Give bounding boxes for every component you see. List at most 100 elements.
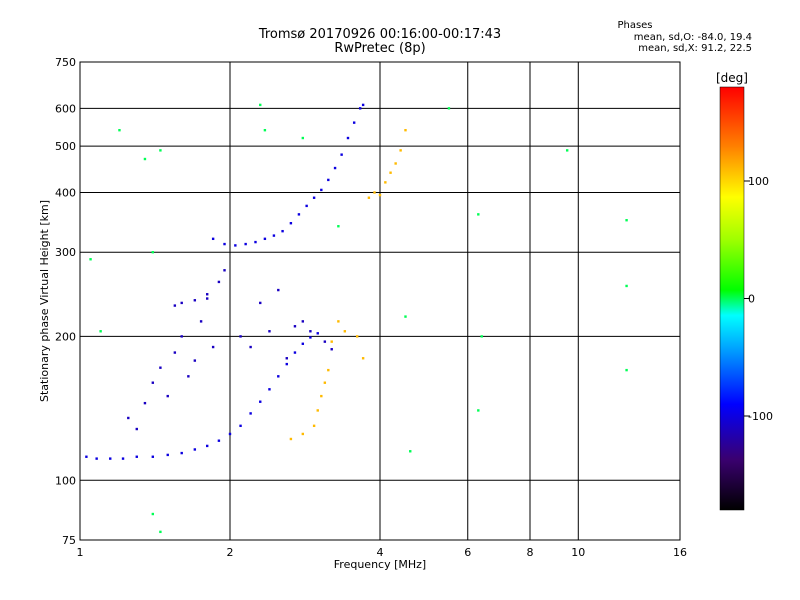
data-point [85,455,88,458]
data-point [389,171,392,174]
data-point [268,388,271,391]
data-point [151,251,155,254]
data-point [180,335,183,338]
data-point [346,136,350,140]
x-tick-label: 4 [377,546,384,559]
data-point [333,166,337,170]
data-point [327,178,330,182]
data-point [565,149,569,152]
x-tick-label: 16 [673,546,687,559]
colorbar-tick-label: -100 [748,410,773,423]
data-point [205,293,209,296]
y-tick-label: 300 [55,246,76,259]
y-tick-label: 400 [55,186,76,199]
data-point [193,299,197,302]
data-point [159,530,162,534]
data-point [301,432,305,436]
data-point [404,315,407,318]
colorbar-label: [deg] [716,71,748,85]
data-point [259,301,262,305]
data-point [337,320,340,323]
x-tick-label: 6 [464,546,471,559]
data-point [323,381,327,384]
grid-lines [80,62,680,540]
data-point [259,400,262,403]
data-point [127,416,130,420]
data-point [205,297,209,300]
data-point [399,149,402,152]
data-point [223,269,226,272]
colorbar-tick-label: 0 [748,293,755,306]
data-point [320,394,323,398]
data-point [173,304,177,307]
data-point [239,424,242,428]
data-point [239,335,242,338]
data-point [173,351,177,354]
colorbar [719,86,745,511]
data-point [355,335,359,338]
data-point [228,432,232,436]
data-point [151,512,155,516]
data-point [234,244,237,247]
data-point [330,348,333,351]
data-point [625,219,628,222]
data-point [281,229,284,233]
y-axis-label: Stationary phase Virtual Height [km] [38,200,51,402]
data-point [205,444,209,448]
data-point [109,457,112,460]
data-point [293,325,297,328]
data-point [187,375,190,378]
x-tick-label: 1 [77,546,84,559]
data-point [277,288,280,292]
data-point [312,196,316,199]
data-point [340,153,343,156]
data-point [259,103,262,107]
data-point [217,280,221,284]
chart-subtitle: RwPretec (8p) [334,41,426,56]
data-point [373,191,376,194]
data-point [143,401,147,405]
data-point [285,362,288,366]
data-point [378,193,382,197]
data-point [323,340,327,343]
data-point [480,335,483,338]
data-point [384,181,387,184]
chart-title: Tromsø 20170926 00:16:00-00:17:43 [258,27,502,42]
data-point [625,368,628,372]
y-tick-label: 100 [55,474,76,487]
y-tick-label: 500 [55,140,76,153]
data-point [99,330,102,333]
data-point [394,162,397,165]
stats-x-mode: mean, sd,X: 91.2, 22.5 [638,43,752,54]
data-point [316,409,319,412]
data-point [151,381,155,384]
data-point [180,451,183,455]
data-point [217,439,221,442]
y-tick-label: 750 [55,56,76,69]
data-point [89,258,92,261]
x-axis-ticks: 1 2 4 6 8 10 16 [77,546,688,559]
data-point [249,412,252,415]
data-point [327,368,330,372]
data-point [447,107,451,110]
data-point [320,188,323,192]
data-point [330,340,333,343]
colorbar-tick-label: 100 [748,175,769,188]
data-point [166,394,169,398]
data-point [352,121,356,124]
data-point [135,455,138,458]
data-point [293,351,297,354]
data-point [625,284,628,288]
data-point [199,320,203,323]
data-point [193,448,197,451]
data-points [85,103,628,534]
data-point [404,128,407,132]
data-point [277,375,280,378]
y-tick-label: 75 [62,534,76,547]
data-point [343,330,347,333]
data-point [309,336,312,339]
data-point [309,330,312,333]
data-point [297,213,301,216]
data-point [244,242,247,246]
colorbar-ticks: 100 0 -100 [744,175,773,423]
